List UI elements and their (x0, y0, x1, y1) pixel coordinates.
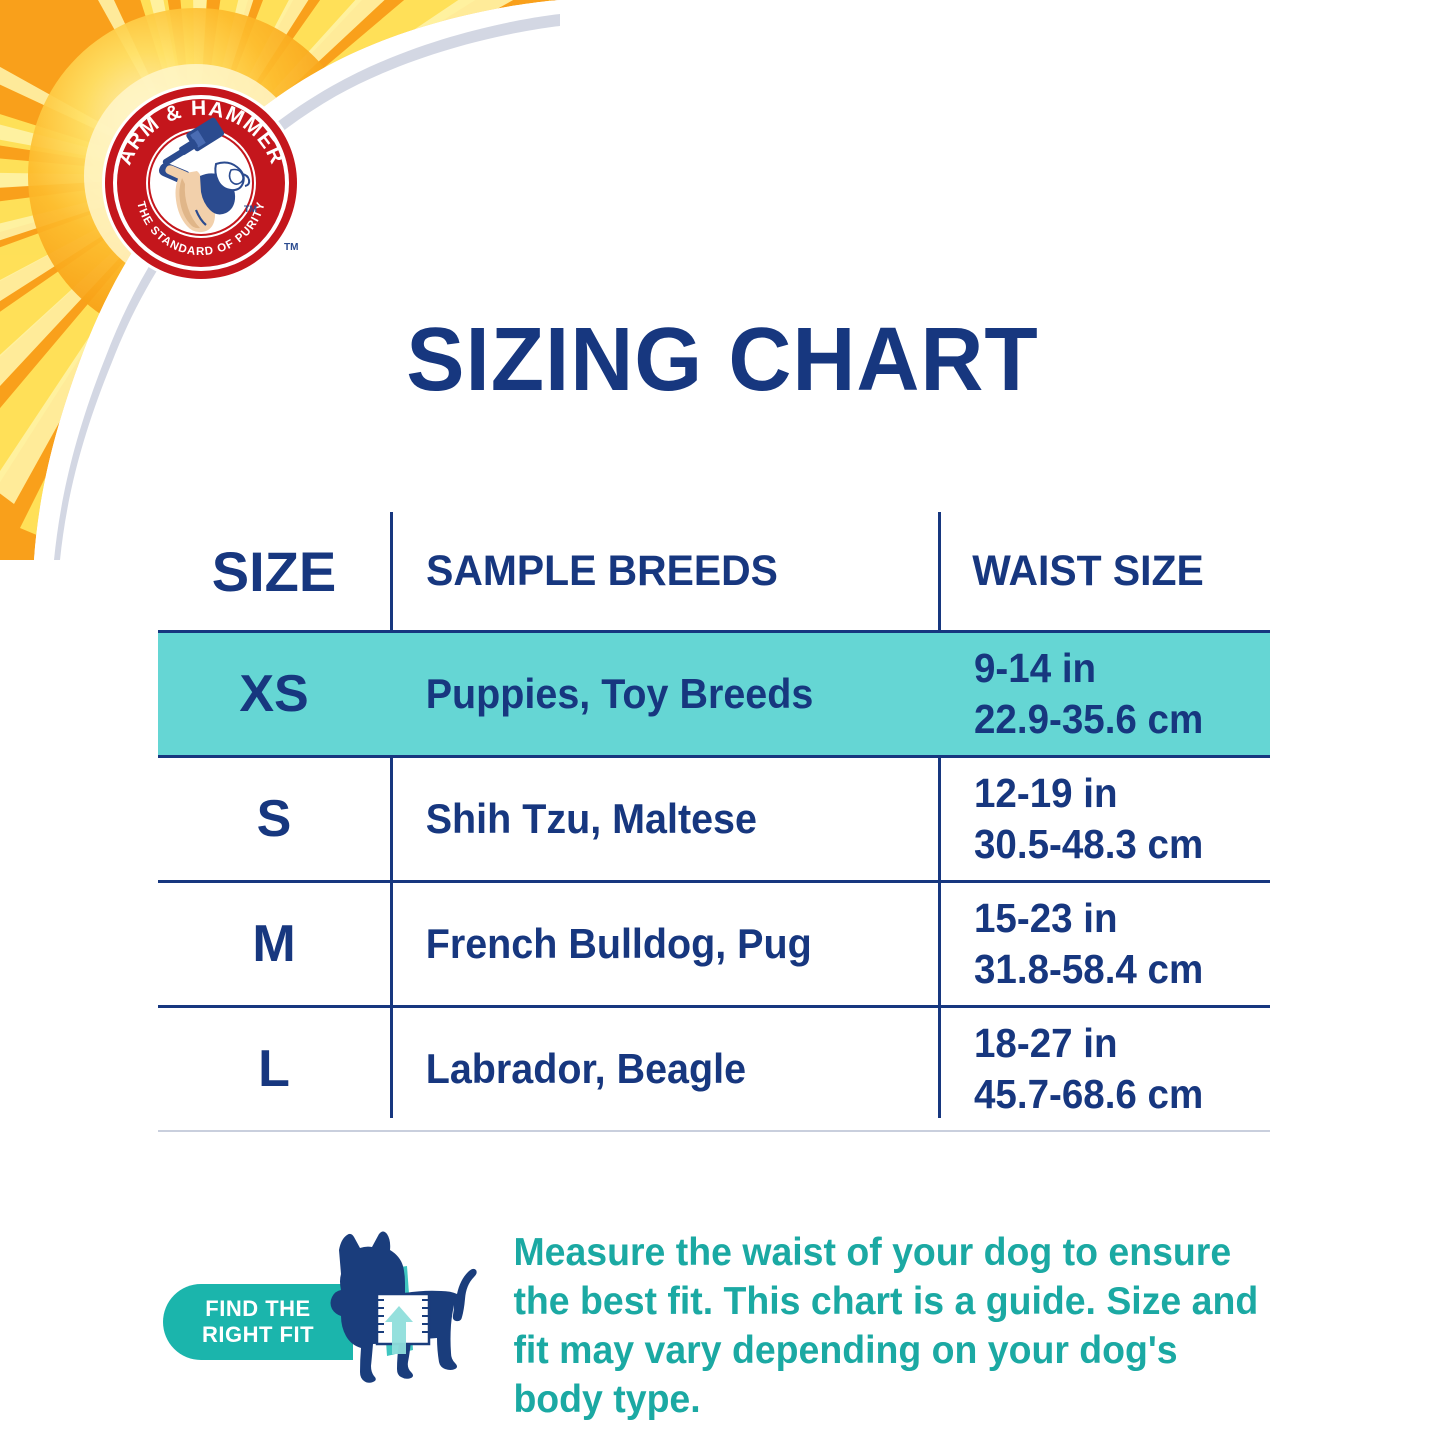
table-bottom-border (158, 1130, 1270, 1132)
cell-breeds: Puppies, Toy Breeds (425, 670, 814, 717)
row-divider-3 (158, 1005, 1270, 1008)
find-the-right-fit-graphic: FIND THE RIGHT FIT (155, 1222, 500, 1412)
column-header-waist: WAIST SIZE (972, 546, 1204, 595)
arm-and-hammer-logo: ARM & HAMMER THE STANDARD OF PURITY (96, 78, 306, 288)
find-the-right-fit-badge: FIND THE RIGHT FIT (163, 1284, 353, 1360)
column-header-size: SIZE (211, 539, 337, 603)
cell-size: XS (239, 665, 309, 723)
cell-waist: 18-27 in 45.7-68.6 cm (938, 1018, 1270, 1120)
row-divider-2 (158, 880, 1270, 883)
footer-section: FIND THE RIGHT FIT (155, 1222, 1305, 1425)
table-header-row: SIZE SAMPLE BREEDS WAIST SIZE (158, 512, 1270, 630)
sizing-table: SIZE SAMPLE BREEDS WAIST SIZE XS Puppies… (158, 512, 1270, 1132)
badge-line-1: FIND THE (205, 1296, 311, 1322)
page-title: SIZING CHART (406, 310, 1039, 410)
row-divider-header (158, 630, 1270, 633)
waist-centimeters: 30.5-48.3 cm (974, 821, 1204, 867)
cell-breeds: Shih Tzu, Maltese (425, 795, 757, 842)
cell-size: L (258, 1040, 290, 1098)
table-row: XS Puppies, Toy Breeds 9-14 in 22.9-35.6… (158, 633, 1270, 755)
brand-logo-icon: ARM & HAMMER THE STANDARD OF PURITY (102, 84, 300, 282)
cell-breeds: French Bulldog, Pug (425, 920, 812, 967)
waist-inches: 12-19 in (974, 770, 1118, 817)
waist-centimeters: 22.9-35.6 cm (974, 696, 1204, 742)
badge-line-2: RIGHT FIT (201, 1322, 315, 1347)
table-row: S Shih Tzu, Maltese 12-19 in 30.5-48.3 c… (158, 758, 1270, 880)
waist-centimeters: 31.8-58.4 cm (974, 946, 1204, 992)
logo-tm-outer: TM (284, 242, 298, 253)
dog-illustration-icon (330, 1231, 477, 1383)
waist-centimeters: 45.7-68.6 cm (974, 1071, 1204, 1117)
row-divider-1 (158, 755, 1270, 758)
table-row: L Labrador, Beagle 18-27 in 45.7-68.6 cm (158, 1008, 1270, 1130)
waist-inches: 15-23 in (974, 895, 1118, 942)
logo-tm-inner: TM (244, 204, 257, 214)
waist-inches: 18-27 in (974, 1020, 1118, 1067)
cell-size: S (256, 790, 292, 848)
cell-size: M (252, 915, 296, 973)
arm-hammer-emblem (159, 117, 251, 233)
cell-waist: 9-14 in 22.9-35.6 cm (938, 643, 1270, 745)
fit-arrow (385, 1306, 413, 1354)
footer-note: Measure the waist of your dog to ensure … (513, 1231, 1259, 1422)
cell-waist: 12-19 in 30.5-48.3 cm (938, 768, 1270, 870)
table-row: M French Bulldog, Pug 15-23 in 31.8-58.4… (158, 883, 1270, 1005)
cell-breeds: Labrador, Beagle (425, 1045, 747, 1092)
cell-waist: 15-23 in 31.8-58.4 cm (938, 893, 1270, 995)
waist-inches: 9-14 in (974, 645, 1097, 692)
column-header-breeds: SAMPLE BREEDS (426, 546, 778, 595)
wrap-tick-marks (377, 1299, 429, 1333)
